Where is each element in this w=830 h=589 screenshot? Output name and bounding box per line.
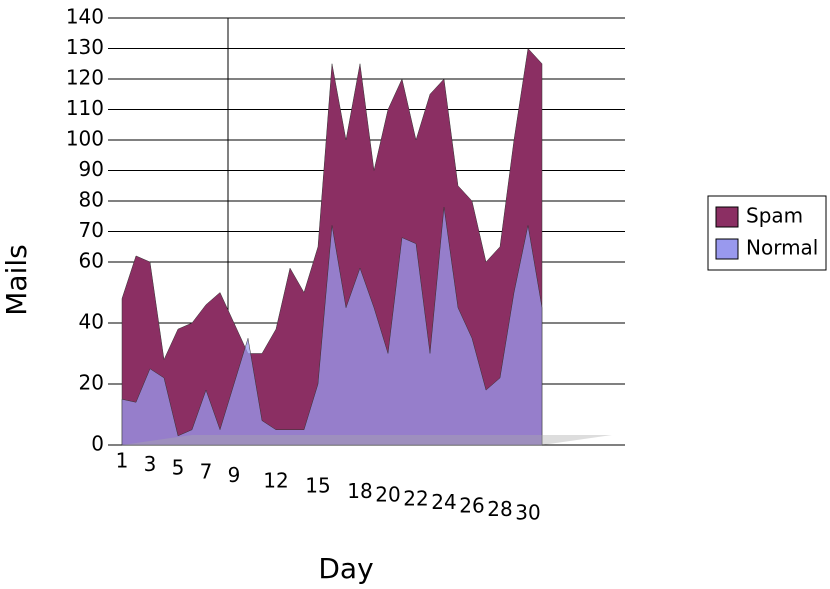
y-tick-label: 20 (79, 371, 104, 395)
x-tick-label: 12 (263, 468, 288, 492)
area (121, 207, 543, 446)
x-tick-label: 28 (487, 497, 512, 521)
y-tick-label: 110 (66, 96, 104, 120)
floor (122, 435, 612, 445)
legend-swatch (715, 206, 739, 228)
y-tick-label: 100 (66, 127, 104, 151)
x-tick-label: 5 (172, 456, 185, 480)
x-tick-label: 3 (144, 452, 157, 476)
y-axis-title: Mails (0, 244, 33, 315)
x-tick-label: 20 (375, 483, 400, 507)
x-tick-label: 15 (305, 474, 330, 498)
x-tick-label: 7 (200, 459, 213, 483)
legend-label: Normal (746, 236, 818, 260)
y-tick-label: 130 (66, 35, 104, 59)
x-tick-label: 30 (515, 501, 540, 525)
x-tick-label: 9 (228, 463, 241, 487)
y-tick-label: 0 (91, 432, 104, 456)
x-tick-label: 24 (431, 490, 456, 514)
legend-label: Spam (746, 204, 803, 228)
x-tick-label: 18 (347, 479, 372, 503)
y-tick-label: 40 (79, 310, 104, 334)
x-axis-title: Day (318, 552, 373, 585)
legend-swatch (715, 238, 739, 260)
y-tick-label: 80 (79, 188, 104, 212)
x-tick-label: 1 (116, 449, 129, 473)
x-tick-label: 22 (403, 486, 428, 510)
y-tick-label: 140 (66, 5, 104, 29)
y-tick-label: 60 (79, 249, 104, 273)
y-tick-label: 120 (66, 66, 104, 90)
y-tick-label: 90 (79, 157, 104, 181)
x-tick-label: 26 (459, 494, 484, 518)
y-tick-label: 70 (79, 218, 104, 242)
